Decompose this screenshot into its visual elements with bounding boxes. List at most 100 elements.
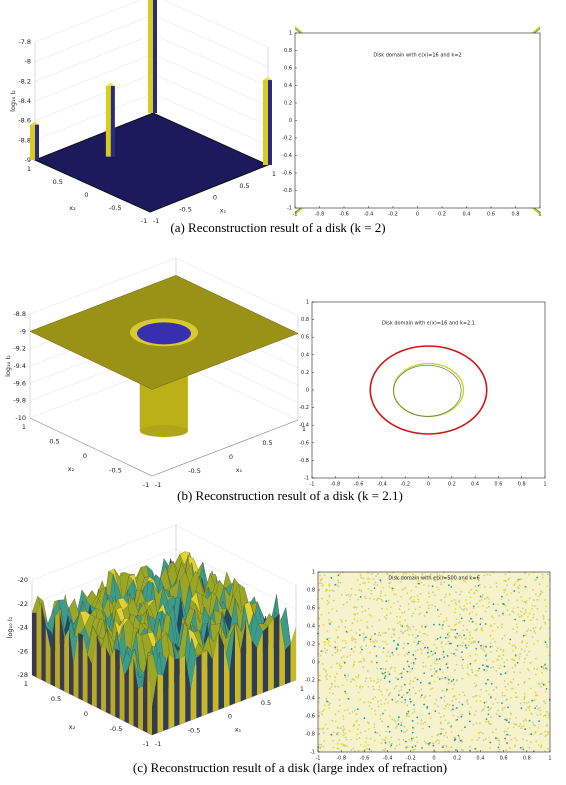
contour-dot [383, 749, 386, 752]
contour-dot [389, 655, 391, 658]
contour-dot [416, 594, 419, 597]
contour-dot [376, 678, 379, 681]
contour-dot [450, 628, 452, 631]
contour-dot [367, 572, 369, 575]
contour-dot [541, 671, 543, 674]
contour-dot [381, 672, 384, 675]
contour-dot [504, 685, 507, 688]
contour-dot [337, 685, 340, 688]
contour-dot [541, 576, 544, 579]
contour-dot [336, 742, 339, 745]
contour-dot [386, 573, 389, 576]
contour-dot [410, 596, 413, 599]
contour-dot [492, 660, 495, 663]
contour-dot [395, 701, 397, 704]
contour-dot [362, 657, 365, 660]
contour-dot [438, 615, 440, 618]
contour-dot [391, 742, 393, 745]
x-tick-label: -0.2 [400, 482, 410, 488]
contour-dot [331, 589, 333, 592]
contour-dot [545, 667, 547, 670]
contour-dot [379, 679, 382, 681]
contour-dot [374, 731, 377, 734]
contour-dot [352, 606, 355, 609]
contour-dot [480, 647, 483, 650]
caption: (a) Reconstruction result of a disk (k =… [170, 220, 385, 235]
contour-dot [373, 583, 376, 586]
contour-dot [337, 747, 340, 750]
contour-dot [336, 726, 339, 729]
contour-dot [385, 600, 388, 603]
contour-dot [449, 593, 451, 595]
x-tick-label: 0 [416, 212, 419, 218]
contour-dot [459, 606, 461, 608]
contour-dot [469, 663, 472, 665]
contour-dot [322, 731, 325, 734]
contour-dot [536, 714, 539, 716]
contour-dot [418, 690, 421, 692]
contour-dot [429, 717, 432, 720]
contour-dot [468, 591, 471, 594]
contour-dot [418, 582, 420, 585]
contour-dot [434, 580, 437, 582]
y-tick-label: 1 [306, 300, 309, 306]
contour-dot [402, 731, 405, 733]
contour-dot [430, 578, 433, 580]
contour-dot [331, 654, 334, 656]
contour-dot [477, 605, 479, 608]
contour-dot [416, 716, 419, 719]
contour-dot [412, 662, 415, 664]
contour-dot [491, 629, 494, 632]
contour-dot [398, 608, 401, 610]
contour-dot [377, 705, 380, 708]
contour-dot [379, 598, 381, 600]
contour-dot [546, 585, 549, 587]
contour-dot [521, 640, 524, 643]
contour-plot: 10.80.60.40.20-0.2-0.4-0.6-0.8-1-1 -0.8 -0… [299, 300, 546, 488]
contour-dot [328, 584, 331, 587]
contour-dot [328, 619, 330, 621]
contour-dot [460, 636, 463, 639]
contour-dot [374, 709, 376, 712]
contour-dot [329, 702, 331, 705]
contour-dot [317, 701, 320, 703]
contour-dot [497, 655, 500, 658]
contour-dot [501, 691, 504, 694]
contour-dot [464, 580, 467, 583]
contour-dot [380, 742, 383, 745]
y-tick-label: -0.4 [299, 423, 309, 429]
y-tick-label: -0.6 [282, 171, 292, 177]
contour-dot [448, 678, 450, 681]
contour-dot [503, 706, 506, 709]
x-tick-label: 1 [543, 482, 546, 488]
contour-dot [381, 720, 384, 723]
surface-skirt [32, 612, 37, 678]
contour-dot [352, 663, 355, 666]
contour-dot [484, 623, 487, 625]
contour-dot [435, 699, 438, 701]
contour-dot [428, 595, 431, 598]
contour-dot [428, 604, 430, 607]
contour-dot [534, 730, 537, 733]
contour-dot [359, 651, 362, 654]
contour-dot [365, 597, 367, 600]
contour-dot [337, 637, 339, 639]
spike [30, 124, 35, 160]
contour-dot [334, 648, 337, 650]
contour-dot [507, 683, 510, 686]
contour-dot [474, 674, 477, 676]
contour-dot [442, 650, 445, 653]
contour-dot [385, 730, 387, 733]
contour-dot [358, 661, 360, 663]
contour-dot [339, 667, 342, 670]
contour-dot [414, 748, 416, 751]
contour-dot [449, 577, 452, 580]
contour-dot [477, 731, 480, 734]
contour-dot [363, 638, 365, 641]
contour-dot [359, 686, 361, 689]
contour-dot [526, 739, 528, 742]
contour-dot [448, 721, 450, 724]
contour-dot [332, 746, 335, 749]
contour-dot [413, 663, 415, 666]
contour-dot [338, 739, 341, 741]
